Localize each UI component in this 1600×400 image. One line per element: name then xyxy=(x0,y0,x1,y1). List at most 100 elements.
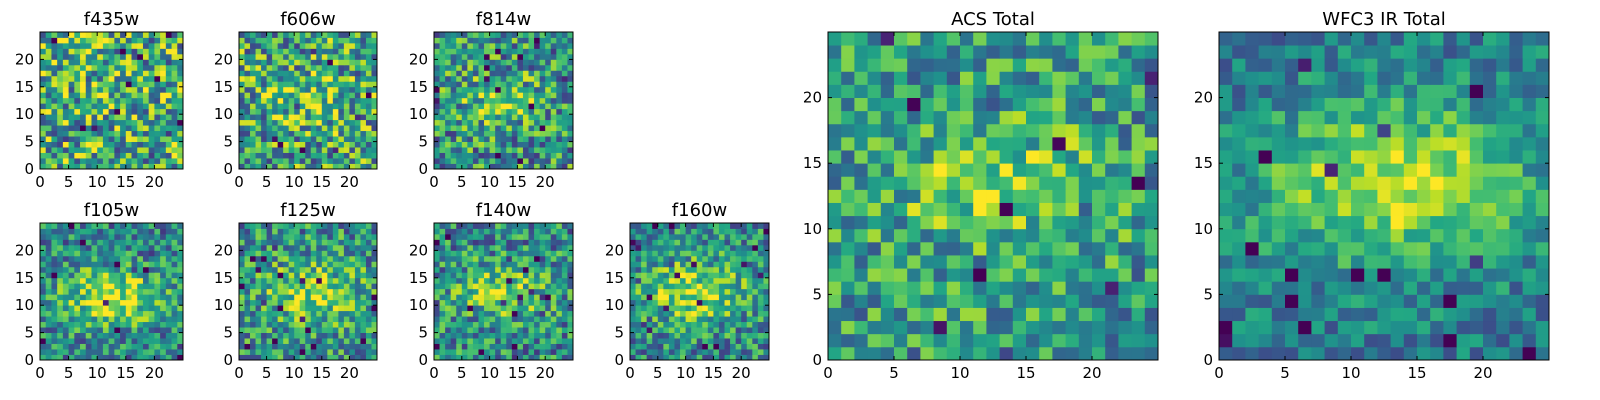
heatmap-cell xyxy=(239,130,245,137)
heatmap-cell xyxy=(261,108,267,115)
heatmap-cell xyxy=(354,32,361,38)
heatmap-cell xyxy=(305,158,312,164)
heatmap-cell xyxy=(125,136,132,142)
heatmap-cell xyxy=(40,294,47,301)
heatmap-cell xyxy=(80,158,87,164)
heatmap-cell xyxy=(506,158,513,164)
heatmap-cell xyxy=(80,53,87,60)
heatmap-cell xyxy=(45,81,52,88)
heatmap-cell xyxy=(310,81,317,88)
heatmap-cell xyxy=(867,320,882,335)
heatmap-cell xyxy=(250,64,256,71)
heatmap-cell xyxy=(439,48,446,55)
heatmap-cell xyxy=(288,332,295,339)
heatmap-cell xyxy=(321,92,328,99)
heatmap-cell xyxy=(960,176,974,190)
heatmap-cell xyxy=(461,228,468,235)
heatmap-cell xyxy=(266,294,273,301)
heatmap-cell xyxy=(880,307,895,322)
heatmap-cell xyxy=(495,92,502,99)
heatmap-cell xyxy=(305,97,312,104)
heatmap-cell xyxy=(718,338,725,344)
heatmap-cell xyxy=(371,321,378,328)
heatmap-cell xyxy=(40,64,47,71)
heatmap-cell xyxy=(657,272,664,279)
heatmap-cell xyxy=(91,75,98,82)
heatmap-cell xyxy=(332,53,339,60)
heatmap-cell xyxy=(114,158,121,164)
heatmap-cell xyxy=(327,147,334,153)
heatmap-cell xyxy=(91,332,98,339)
heatmap-cell xyxy=(484,130,490,137)
heatmap-cell xyxy=(40,75,47,82)
heatmap-cell xyxy=(327,42,334,49)
heatmap-cell xyxy=(550,147,557,153)
heatmap-cell xyxy=(1012,176,1027,190)
heatmap-cell xyxy=(277,70,284,77)
heatmap-cell xyxy=(461,283,468,290)
heatmap-cell xyxy=(657,255,664,262)
heatmap-cell xyxy=(261,59,267,66)
heatmap-cell xyxy=(299,125,306,132)
heatmap-cell xyxy=(550,239,557,246)
heatmap-cell xyxy=(97,316,104,323)
heatmap-cell xyxy=(148,86,155,93)
heatmap-cell xyxy=(691,343,698,350)
heatmap-cell xyxy=(1105,228,1119,243)
heatmap-cell xyxy=(321,125,328,132)
heatmap-cell xyxy=(456,255,463,262)
heatmap-cell xyxy=(354,310,361,317)
heatmap-cell xyxy=(343,327,350,333)
heatmap-cell xyxy=(478,141,485,148)
heatmap-cell xyxy=(40,53,47,60)
heatmap-cell xyxy=(299,305,306,312)
heatmap-cell xyxy=(332,37,339,44)
heatmap-cell xyxy=(354,125,361,132)
heatmap-cell xyxy=(160,343,167,350)
heatmap-cell xyxy=(294,158,301,164)
heatmap-cell xyxy=(283,228,290,235)
heatmap-cell xyxy=(735,316,742,323)
heatmap-cell xyxy=(343,255,350,262)
heatmap-cell xyxy=(160,92,167,99)
y-tick-label: 20 xyxy=(214,241,233,259)
heatmap-cell xyxy=(349,239,356,246)
heatmap-cell xyxy=(880,202,895,217)
heatmap-cell xyxy=(294,86,301,93)
heatmap-cell xyxy=(327,272,334,279)
heatmap-cell xyxy=(120,32,127,38)
heatmap-cell xyxy=(177,125,184,132)
heatmap-cell xyxy=(57,53,64,60)
heatmap-cell xyxy=(652,316,659,323)
heatmap-cell xyxy=(255,255,262,262)
heatmap-cell xyxy=(261,233,267,240)
heatmap-cell xyxy=(1131,333,1146,348)
heatmap-cell xyxy=(305,81,312,88)
heatmap-cell xyxy=(327,48,334,55)
heatmap-cell xyxy=(556,283,563,290)
heatmap-cell xyxy=(713,239,720,246)
heatmap-cell xyxy=(338,294,345,301)
heatmap-cell xyxy=(567,37,574,44)
heatmap-cell xyxy=(137,299,144,306)
heatmap-cell xyxy=(707,349,714,355)
heatmap-cell xyxy=(360,283,367,290)
heatmap-cell xyxy=(539,108,546,115)
heatmap-cell xyxy=(137,141,144,148)
heatmap-cell xyxy=(365,277,372,284)
heatmap-cell xyxy=(511,266,518,273)
heatmap-cell xyxy=(484,223,490,229)
heatmap-cell xyxy=(80,37,87,44)
heatmap-cell xyxy=(349,244,356,251)
heatmap-cell xyxy=(250,223,256,229)
heatmap-cell xyxy=(854,241,868,256)
heatmap-cell xyxy=(500,163,507,170)
heatmap-cell xyxy=(713,250,720,257)
heatmap-cell xyxy=(327,125,334,132)
heatmap-cell xyxy=(266,141,273,148)
heatmap-cell xyxy=(472,343,479,350)
heatmap-cell xyxy=(283,97,290,104)
heatmap-cell xyxy=(506,152,513,159)
heatmap-cell xyxy=(461,103,468,110)
heatmap-cell xyxy=(528,250,535,257)
